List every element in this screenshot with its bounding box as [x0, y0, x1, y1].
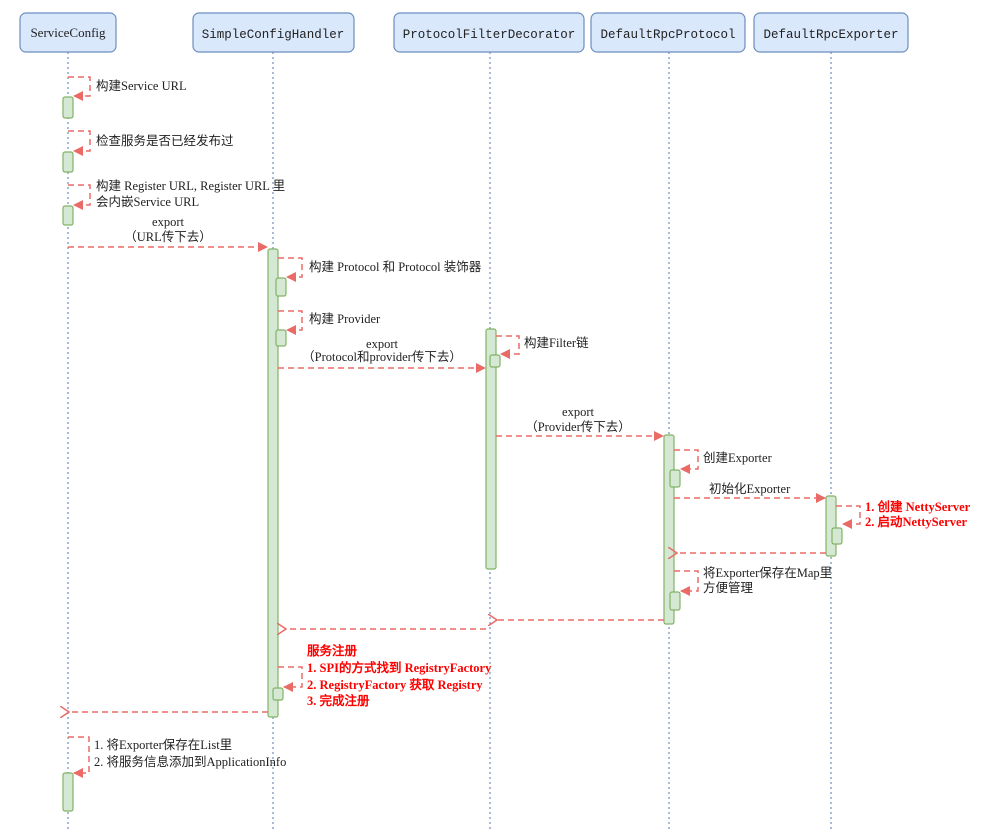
activation — [62, 96, 74, 119]
message-label: 会内嵌Service URL — [96, 195, 199, 209]
activation-defaultrpcexporter — [825, 495, 837, 557]
message-label: （Provider传下去） — [525, 419, 631, 434]
participant-label: DefaultRpcProtocol — [600, 28, 735, 42]
message-label: 构建 Provider — [309, 311, 381, 326]
activation — [62, 772, 74, 812]
participant-simpleconfighandler[interactable]: SimpleConfigHandler — [192, 12, 355, 53]
message-export-provider: export （Provider传下去） — [496, 405, 664, 441]
message-save-map: 将Exporter保存在Map里 方便管理 — [674, 566, 832, 596]
activation — [669, 469, 681, 488]
message-label: 创建Exporter — [703, 451, 773, 465]
activation — [489, 354, 501, 368]
activation — [275, 329, 287, 347]
message-export-url: export （URL传下去） — [68, 215, 268, 252]
message-label: 2. RegistryFactory 获取 Registry — [307, 677, 483, 692]
message-label: （URL传下去） — [124, 229, 212, 244]
activation — [62, 205, 74, 226]
message-label: 1. SPI的方式找到 RegistryFactory — [307, 660, 492, 675]
message-label: 1. 将Exporter保存在List里 — [94, 738, 232, 752]
participant-serviceconfig[interactable]: ServiceConfig — [19, 12, 117, 53]
message-label: 将Exporter保存在Map里 — [703, 566, 832, 580]
message-netty-server: 1. 创建 NettyServer 2. 启动NettyServer — [836, 499, 971, 529]
participant-label: ServiceConfig — [30, 25, 106, 40]
message-label: export — [152, 215, 184, 229]
message-export-protocol-provider: export （Protocol和provider传下去） — [278, 337, 486, 373]
participant-protocolfilterdecorator[interactable]: ProtocolFilterDecorator — [393, 12, 585, 53]
activation — [272, 687, 284, 701]
message-label: 检查服务是否已经发布过 — [96, 133, 234, 148]
message-label: 2. 将服务信息添加到ApplicationInfo — [94, 754, 286, 769]
message-final-steps: 1. 将Exporter保存在List里 2. 将服务信息添加到Applicat… — [68, 736, 286, 778]
message-build-protocol: 构建 Protocol 和 Protocol 装饰器 — [278, 257, 482, 282]
message-label: export — [366, 337, 398, 351]
activation — [62, 151, 74, 173]
participant-label: DefaultRpcExporter — [763, 28, 898, 42]
message-init-exporter: 初始化Exporter — [674, 482, 826, 503]
message-label: 初始化Exporter — [709, 482, 791, 496]
participant-defaultrpcprotocol[interactable]: DefaultRpcProtocol — [590, 12, 746, 53]
message-label: export — [562, 405, 594, 419]
message-label: 3. 完成注册 — [307, 693, 370, 708]
message-build-register-url: 构建 Register URL, Register URL 里 会内嵌Servi… — [68, 178, 285, 210]
message-check-published: 检查服务是否已经发布过 — [68, 130, 234, 156]
activation — [831, 527, 843, 545]
message-service-register: 服务注册 1. SPI的方式找到 RegistryFactory 2. Regi… — [278, 643, 492, 708]
message-build-service-url: 构建Service URL — [68, 76, 187, 101]
message-build-provider: 构建 Provider — [278, 310, 381, 335]
message-label: 构建 Protocol 和 Protocol 装饰器 — [309, 259, 482, 274]
message-label: 2. 启动NettyServer — [865, 514, 967, 529]
activation — [669, 591, 681, 611]
message-label: 1. 创建 NettyServer — [865, 499, 971, 514]
message-label: （Protocol和provider传下去） — [302, 349, 462, 364]
message-label: 服务注册 — [307, 643, 358, 658]
message-label: 构建Filter链 — [524, 335, 589, 350]
participant-defaultrpcexporter[interactable]: DefaultRpcExporter — [753, 12, 909, 53]
message-create-exporter: 创建Exporter — [674, 449, 773, 474]
activation-protocolfilterdecorator — [485, 328, 497, 570]
message-label: 方便管理 — [703, 580, 754, 595]
message-label: 构建 Register URL, Register URL 里 — [96, 178, 285, 193]
activation-simpleconfighandler — [267, 248, 279, 718]
participant-label: SimpleConfigHandler — [202, 28, 345, 42]
message-label: 构建Service URL — [96, 78, 187, 93]
message-build-filter: 构建Filter链 — [496, 335, 589, 359]
activation — [275, 277, 287, 297]
participant-label: ProtocolFilterDecorator — [403, 28, 576, 42]
